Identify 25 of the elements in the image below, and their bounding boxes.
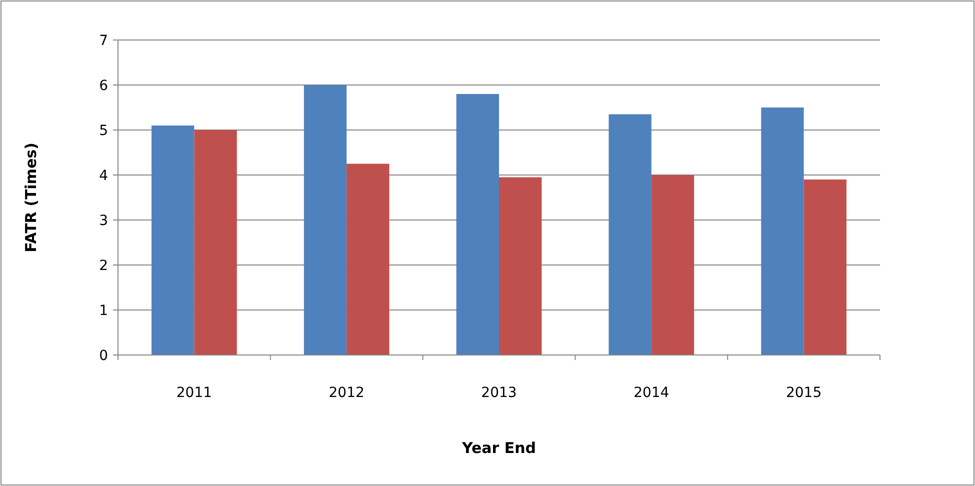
- bar: [608, 114, 652, 355]
- bar: [304, 85, 347, 355]
- x-tick-label: 2014: [634, 385, 670, 401]
- y-tick-label: 0: [99, 348, 108, 364]
- bar: [761, 108, 804, 355]
- x-tick-label: 2013: [481, 385, 517, 401]
- bar: [152, 126, 194, 355]
- y-tick-label: 3: [99, 212, 108, 229]
- y-tick-label: 2: [99, 258, 108, 274]
- bar: [804, 180, 846, 355]
- y-axis-title: FATR (Times): [22, 142, 40, 252]
- y-tick-label: 4: [99, 168, 108, 184]
- bar: [456, 94, 499, 355]
- x-tick-label: 2012: [328, 385, 364, 401]
- x-tick-label: 2011: [176, 385, 212, 401]
- x-tick-label: 2015: [786, 385, 822, 401]
- y-tick-label: 6: [99, 78, 108, 94]
- y-tick-label: 7: [99, 32, 108, 49]
- bar: [651, 175, 694, 355]
- x-axis-title: Year End: [460, 439, 536, 457]
- y-tick-label: 5: [99, 122, 108, 139]
- y-tick-label: 1: [99, 302, 108, 319]
- bar: [194, 130, 237, 355]
- bar: [346, 164, 390, 355]
- bar: [499, 177, 542, 355]
